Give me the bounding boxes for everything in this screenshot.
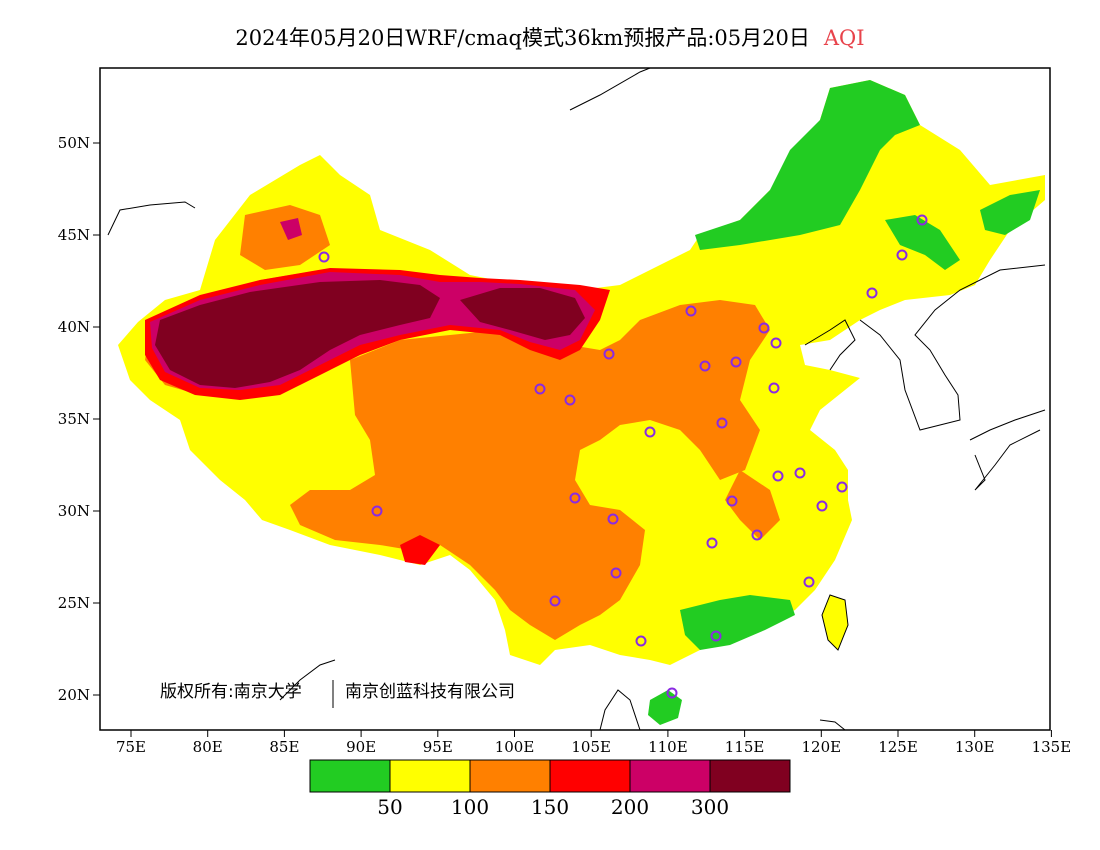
station-marker bbox=[803, 576, 815, 588]
station-marker bbox=[710, 630, 722, 642]
coastline-baikal bbox=[569, 67, 651, 111]
station-marker bbox=[607, 513, 619, 525]
coastline-korea bbox=[859, 264, 1046, 431]
station-marker bbox=[916, 214, 928, 226]
station-marker bbox=[768, 382, 780, 394]
region-good-south bbox=[680, 595, 795, 650]
legend-swatch bbox=[709, 759, 791, 793]
lon-tick-label: 95E bbox=[423, 738, 453, 756]
coastlines bbox=[107, 67, 1046, 731]
copyright-company: 南京创蓝科技有限公司 bbox=[345, 682, 515, 702]
legend-swatch bbox=[389, 759, 471, 793]
station-marker bbox=[699, 360, 711, 372]
station-marker bbox=[635, 635, 647, 647]
station-marker bbox=[794, 467, 806, 479]
station-marker bbox=[318, 251, 330, 263]
coastline-philippines bbox=[819, 719, 846, 731]
coastline-indochina bbox=[599, 689, 641, 731]
lat-tick-label: 50N bbox=[58, 134, 90, 152]
variable-label: AQI bbox=[823, 26, 865, 50]
region-very-unhealthy-spot bbox=[280, 218, 302, 240]
station-marker bbox=[866, 287, 878, 299]
region-good-ne3 bbox=[885, 215, 960, 270]
lon-tick-label: 105E bbox=[571, 738, 611, 756]
coastline-balkhash bbox=[107, 201, 196, 236]
lon-tick-label: 75E bbox=[116, 738, 146, 756]
station-marker bbox=[772, 470, 784, 482]
coastline-japan bbox=[969, 409, 1046, 491]
station-marker bbox=[716, 417, 728, 429]
region-hazardous-east bbox=[460, 288, 585, 340]
station-marker bbox=[603, 348, 615, 360]
station-marker bbox=[644, 426, 656, 438]
longitude-axis: 75E 80E 85E 90E 95E 100E 105E 110E 115E 120E 125E 1… bbox=[116, 730, 1071, 756]
lon-tick-label: 115E bbox=[725, 738, 765, 756]
lat-tick-label: 45N bbox=[58, 226, 90, 244]
lon-tick-label: 80E bbox=[193, 738, 223, 756]
legend-swatch bbox=[549, 759, 631, 793]
station-marker bbox=[726, 495, 738, 507]
station-markers bbox=[318, 214, 928, 699]
station-marker bbox=[730, 356, 742, 368]
region-good-northeast bbox=[695, 80, 920, 250]
station-marker bbox=[896, 249, 908, 261]
lat-tick-label: 30N bbox=[58, 502, 90, 520]
title-text: 2024年05月20日WRF/cmaq模式36km预报产品:05月20日 bbox=[235, 26, 810, 50]
coastline-taiwan bbox=[821, 594, 849, 651]
coastline-bay-of-bengal bbox=[279, 659, 336, 701]
station-marker bbox=[534, 383, 546, 395]
station-marker bbox=[685, 305, 697, 317]
legend-label: 200 bbox=[611, 795, 649, 819]
lat-tick-label: 25N bbox=[58, 594, 90, 612]
lon-tick-label: 135E bbox=[1032, 738, 1072, 756]
map-title: 2024年05月20日WRF/cmaq模式36km预报产品:05月20日 AQI bbox=[0, 22, 1100, 52]
region-hazardous bbox=[155, 280, 440, 388]
legend-label: 50 bbox=[377, 795, 402, 819]
plot-frame bbox=[99, 67, 1051, 731]
lat-tick-label: 20N bbox=[58, 686, 90, 704]
lon-tick-label: 125E bbox=[878, 738, 918, 756]
station-marker bbox=[564, 394, 576, 406]
lon-tick-label: 90E bbox=[346, 738, 376, 756]
aqi-legend: 50 100 150 200 300 bbox=[309, 759, 791, 819]
region-good-hainan bbox=[648, 690, 682, 725]
station-marker bbox=[371, 505, 383, 517]
legend-swatch bbox=[309, 759, 391, 793]
legend-label: 150 bbox=[531, 795, 569, 819]
station-marker bbox=[751, 529, 763, 541]
region-unhealthy-tibet bbox=[400, 535, 440, 565]
lon-tick-label: 110E bbox=[648, 738, 688, 756]
lat-tick-label: 40N bbox=[58, 318, 90, 336]
region-good-ne2 bbox=[980, 190, 1040, 235]
region-usg-north bbox=[240, 205, 330, 270]
region-usg-east bbox=[725, 470, 780, 540]
lat-tick-label: 35N bbox=[58, 410, 90, 428]
station-marker bbox=[549, 595, 561, 607]
lon-tick-label: 130E bbox=[955, 738, 995, 756]
legend-swatch bbox=[629, 759, 711, 793]
china-aqi-regions bbox=[118, 80, 1045, 725]
station-marker bbox=[770, 337, 782, 349]
station-marker bbox=[836, 481, 848, 493]
station-marker bbox=[666, 687, 678, 699]
region-usg-central bbox=[290, 300, 770, 640]
legend-label: 100 bbox=[451, 795, 489, 819]
station-marker bbox=[816, 500, 828, 512]
station-marker bbox=[569, 492, 581, 504]
station-marker bbox=[706, 537, 718, 549]
lon-tick-label: 85E bbox=[269, 738, 299, 756]
station-marker bbox=[610, 567, 622, 579]
legend-label: 300 bbox=[691, 795, 729, 819]
lon-tick-label: 120E bbox=[802, 738, 842, 756]
lon-tick-label: 100E bbox=[495, 738, 535, 756]
station-marker bbox=[758, 322, 770, 334]
copyright-owner: 版权所有:南京大学 bbox=[160, 682, 302, 702]
coastline-bohai bbox=[804, 319, 856, 371]
legend-swatch bbox=[469, 759, 551, 793]
latitude-axis: 50N 45N 40N 35N 30N 25N 20N bbox=[58, 134, 100, 704]
